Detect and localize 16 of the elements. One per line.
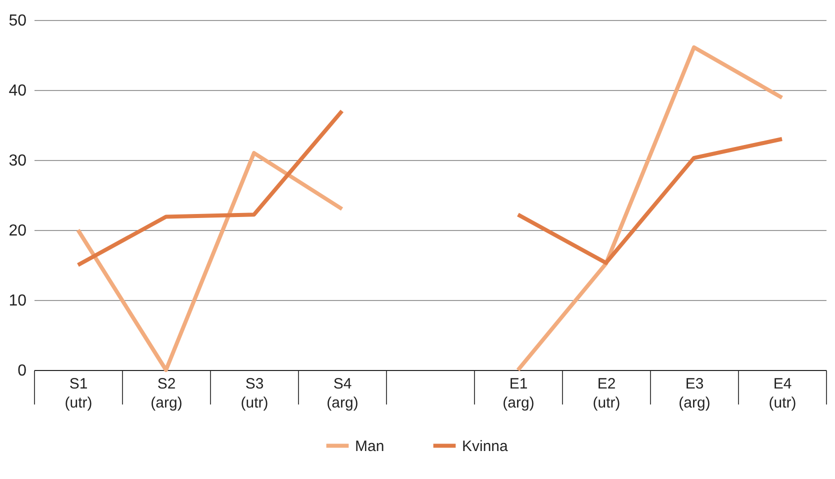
x-tick-label: S4 (arg): [326, 376, 358, 412]
y-tick-label: 40: [8, 82, 27, 100]
legend-label: Kvinna: [462, 438, 509, 455]
x-tick-label: E4 (utr): [768, 376, 796, 412]
y-tick-label: 0: [18, 362, 27, 380]
x-tick-label: S3 (utr): [240, 376, 268, 412]
x-tick-label: S1 (utr): [64, 376, 92, 412]
y-tick-label: 10: [8, 292, 27, 310]
x-tick-label: E1 (arg): [502, 376, 534, 412]
y-tick-label: 50: [8, 12, 27, 30]
legend-label: Man: [355, 438, 384, 455]
y-tick-label: 20: [8, 222, 27, 240]
y-tick-label: 30: [8, 152, 27, 170]
x-tick-label: E2 (utr): [592, 376, 620, 412]
x-tick-label: S2 (arg): [150, 376, 182, 412]
x-tick-label: E3 (arg): [678, 376, 710, 412]
